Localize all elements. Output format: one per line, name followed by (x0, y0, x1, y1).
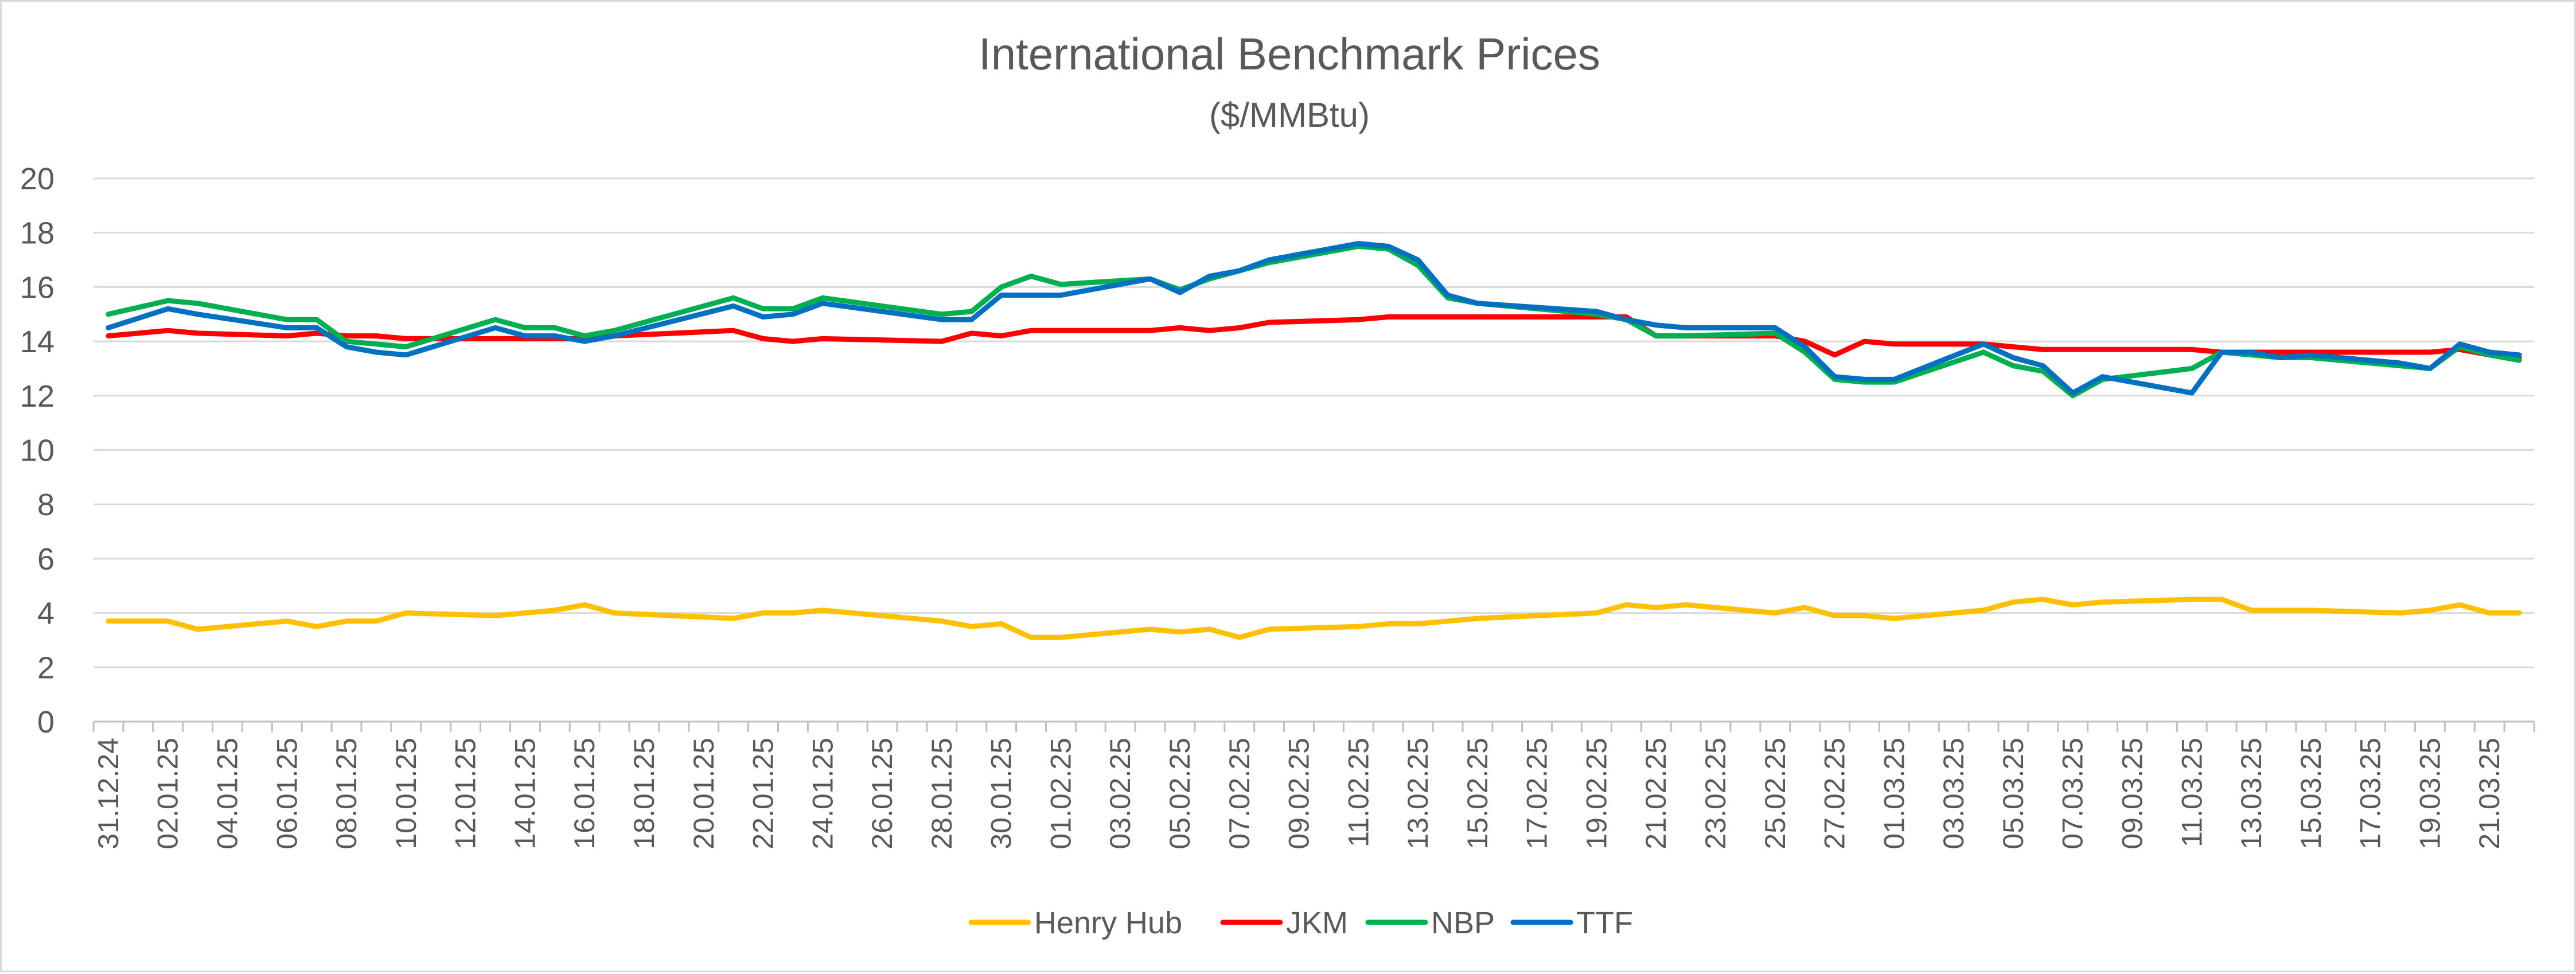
x-tick-label: 15.02.25 (1462, 738, 1494, 850)
x-tick-label: 08.01.25 (330, 738, 363, 850)
x-axis-ticks: 31.12.24 02.01.25 04.01.25 06.01.25 08.01.25… (92, 722, 2535, 850)
x-tick-label: 17.03.25 (2355, 738, 2387, 850)
x-tick-label: 12.01.25 (450, 738, 482, 850)
x-tick-label: 10.01.25 (390, 738, 422, 850)
x-tick-label: 20.01.25 (688, 738, 720, 850)
x-tick-label: 16.01.25 (568, 738, 601, 850)
x-tick-label: 23.02.25 (1700, 738, 1732, 850)
chart-title: International Benchmark Prices (979, 29, 1600, 79)
x-tick-label: 22.01.25 (747, 738, 780, 850)
x-tick-label: 01.02.25 (1045, 738, 1077, 850)
y-tick-label: 18 (20, 216, 54, 251)
x-tick-label: 11.03.25 (2176, 738, 2208, 847)
x-tick-label: 28.01.25 (926, 738, 958, 850)
legend-label-nbp: NBP (1431, 906, 1495, 940)
x-tick-label: 09.02.25 (1283, 738, 1315, 850)
x-tick-label: 21.02.25 (1640, 738, 1672, 850)
series-lines (106, 241, 2522, 640)
series-line-henry-hub (106, 597, 2522, 640)
x-tick-label: 19.02.25 (1580, 738, 1612, 850)
y-tick-label: 14 (20, 325, 54, 359)
x-tick-label: 03.03.25 (1938, 738, 1970, 850)
y-tick-label: 6 (37, 542, 54, 576)
x-tick-label: 02.01.25 (152, 738, 184, 850)
x-tick-label: 05.03.25 (1997, 738, 2029, 850)
x-tick-label: 17.02.25 (1521, 738, 1553, 850)
x-tick-label: 21.03.25 (2473, 738, 2505, 850)
series-line-jkm (106, 314, 2522, 360)
y-tick-label: 0 (37, 705, 54, 739)
x-tick-label: 26.01.25 (866, 738, 898, 850)
x-tick-label: 15.03.25 (2295, 738, 2327, 850)
y-tick-label: 2 (37, 650, 54, 685)
series-line-nbp (106, 243, 2522, 399)
x-tick-label: 07.02.25 (1223, 738, 1256, 850)
legend-label-ttf: TTF (1576, 906, 1633, 940)
y-axis-ticks: 0 2 4 6 8 10 12 14 16 18 20 (20, 162, 54, 739)
y-tick-label: 4 (37, 597, 54, 631)
legend: Henry Hub JKM NBP TTF (968, 906, 1633, 940)
x-tick-label: 07.03.25 (2057, 738, 2089, 850)
x-tick-label: 01.03.25 (1878, 738, 1910, 850)
chart-subtitle: ($/MMBtu) (1209, 96, 1370, 134)
y-tick-label: 8 (37, 488, 54, 522)
legend-label-henry-hub: Henry Hub (1034, 906, 1182, 940)
x-tick-label: 03.02.25 (1104, 738, 1136, 850)
x-tick-label: 24.01.25 (806, 738, 839, 850)
x-tick-label: 11.02.25 (1342, 738, 1374, 847)
x-tick-label: 09.03.25 (2116, 738, 2148, 850)
y-tick-label: 16 (20, 270, 54, 305)
x-tick-label: 18.01.25 (628, 738, 660, 850)
x-tick-label: 25.02.25 (1759, 738, 1791, 850)
x-tick-label: 30.01.25 (985, 738, 1018, 850)
y-tick-label: 20 (20, 162, 54, 196)
x-tick-label: 13.03.25 (2235, 738, 2267, 850)
x-tick-label: 06.01.25 (271, 738, 303, 850)
x-tick-label: 13.02.25 (1402, 738, 1434, 850)
y-tick-label: 10 (20, 434, 54, 468)
x-tick-label: 27.02.25 (1819, 738, 1851, 850)
y-tick-label: 12 (20, 379, 54, 414)
x-tick-label: 31.12.24 (92, 738, 124, 850)
series-line-ttf (106, 241, 2522, 396)
legend-label-jkm: JKM (1286, 906, 1348, 940)
x-tick-label: 14.01.25 (509, 738, 541, 850)
x-tick-label: 04.01.25 (212, 738, 244, 850)
x-tick-label: 05.02.25 (1164, 738, 1196, 850)
x-tick-label: 19.03.25 (2414, 738, 2446, 850)
